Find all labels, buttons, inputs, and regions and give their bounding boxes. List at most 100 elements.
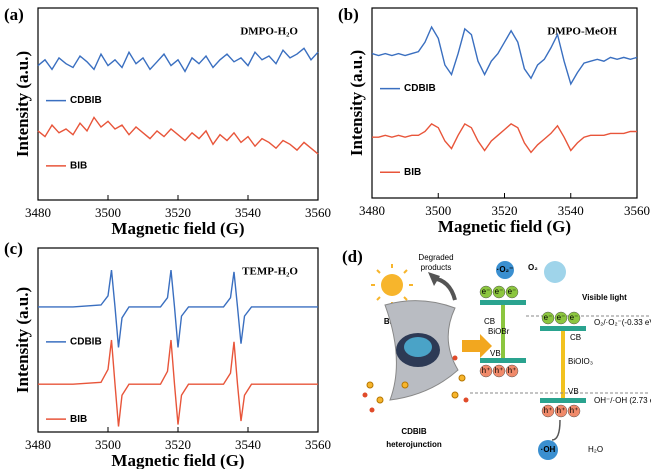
carrier (505, 364, 519, 378)
dots (366, 374, 466, 404)
panel-label: (d) (342, 247, 363, 266)
cb-text: CB (570, 333, 581, 342)
legend-label: CDBIB (404, 83, 436, 94)
carrier (541, 404, 555, 418)
x-tick-label: 3540 (558, 203, 584, 218)
carrier-label: h⁺ (495, 366, 504, 375)
superoxide-bubble (496, 261, 514, 279)
carrier (479, 285, 493, 299)
x-tick-label: 3560 (305, 205, 331, 220)
carrier (567, 404, 581, 418)
x-tick-label: 3520 (165, 205, 191, 220)
legend-label: BIB (70, 414, 87, 425)
panel-label: (c) (4, 239, 23, 258)
x-tick-label: 3560 (624, 203, 650, 218)
carrier (492, 285, 506, 299)
carrier-label: e⁻ (495, 287, 504, 296)
cb-text: CB (484, 317, 495, 326)
series-line (38, 270, 318, 348)
hydroxyl-text: ·OH (541, 445, 556, 454)
legend-label: CDBIB (70, 337, 102, 348)
carrier-label: e⁻ (482, 287, 491, 296)
carriers: e⁻ e⁻ e⁻ e⁻ e⁻ e⁻ h⁺ h⁺ h⁺ h⁺ h⁺ h⁺ (479, 285, 581, 418)
x-axis-label: Magnetic field (G) (111, 219, 244, 238)
carrier (554, 404, 568, 418)
biobr-text: BiOBr (488, 327, 510, 336)
catalyst-text: CDBIB (401, 427, 427, 436)
carrier (541, 311, 555, 325)
carrier (492, 364, 506, 378)
carrier (554, 311, 568, 325)
x-axis-label: Magnetic field (G) (438, 217, 571, 236)
carrier (479, 364, 493, 378)
biobr-vb (480, 358, 526, 363)
carrier-label: h⁺ (570, 406, 579, 415)
red-dots (362, 355, 469, 413)
junction-text: heterojunction (386, 440, 442, 449)
superoxide-text: ·O₂⁻ (497, 265, 514, 274)
panel-label: (a) (4, 5, 24, 24)
x-tick-label: 3500 (95, 437, 121, 452)
x-tick-label: 3480 (25, 437, 51, 452)
y-axis-label: Intensity (a.u.) (347, 50, 366, 156)
o2-level-text: O₂/·O₂⁻(-0.33 eV) (594, 318, 651, 327)
carrier-label: e⁻ (570, 313, 579, 322)
annotation: DMPO-MeOH (547, 26, 617, 38)
series-line (38, 339, 318, 427)
carrier-label: e⁻ (544, 313, 553, 322)
water-text: H₂O (588, 445, 603, 454)
annotation: DMPO-H₂O (240, 26, 298, 38)
x-tick-label: 3520 (492, 203, 518, 218)
oh-arrow (551, 419, 561, 441)
catalyst-core (404, 337, 432, 357)
x-tick-label: 3500 (95, 205, 121, 220)
series-line (372, 122, 637, 154)
oh-level-text: OH⁻/·OH (2.73 eV) (594, 396, 651, 405)
o2-bubble (544, 261, 566, 283)
products-text: products (421, 263, 452, 272)
arrow-head (428, 272, 440, 286)
carrier-label: e⁻ (508, 287, 517, 296)
x-tick-label: 3500 (425, 203, 451, 218)
diagram: (d) Degraded products BPA CDBIB heteroju… (342, 247, 651, 460)
biobr-gap (501, 305, 505, 358)
transfer-arrow (462, 334, 492, 358)
o2-text: O₂ (528, 263, 538, 272)
biobr-cb (480, 300, 526, 305)
light-text: Visible light (582, 293, 627, 302)
carrier-label: h⁺ (508, 366, 517, 375)
x-tick-label: 3540 (235, 205, 261, 220)
series-line (371, 25, 638, 86)
carrier-label: e⁻ (557, 313, 566, 322)
carrier-label: h⁺ (544, 406, 553, 415)
legend-label: BIB (70, 161, 87, 172)
sun-rays (371, 264, 413, 306)
x-tick-label: 3480 (25, 205, 51, 220)
vb-text: VB (490, 349, 501, 358)
bioio3-vb (540, 398, 586, 403)
hydroxyl-bubble (538, 440, 558, 460)
vb-text: VB (568, 387, 579, 396)
bioio3-gap (561, 331, 565, 398)
x-tick-label: 3520 (165, 437, 191, 452)
legend-label: CDBIB (70, 95, 102, 106)
bioio3-text: BiOIO₃ (568, 357, 593, 366)
series-line (37, 116, 319, 155)
x-tick-label: 3560 (305, 437, 331, 452)
degraded-text: Degraded (418, 253, 453, 262)
x-tick-label: 3480 (359, 203, 385, 218)
carrier-label: h⁺ (482, 366, 491, 375)
bioio3-cb (540, 326, 586, 331)
legend-label: BIB (404, 167, 421, 178)
carrier (505, 285, 519, 299)
carrier (567, 311, 581, 325)
y-axis-label: Intensity (a.u.) (13, 51, 32, 157)
panel-label: (b) (338, 5, 359, 24)
y-axis-label: Intensity (a.u.) (13, 287, 32, 393)
annotation: TEMP-H₂O (242, 266, 298, 278)
x-tick-label: 3540 (235, 437, 261, 452)
sun (381, 274, 403, 296)
carrier-label: h⁺ (557, 406, 566, 415)
x-axis-label: Magnetic field (G) (111, 451, 244, 469)
